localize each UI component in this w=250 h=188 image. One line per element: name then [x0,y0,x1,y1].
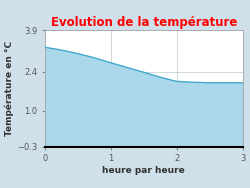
X-axis label: heure par heure: heure par heure [102,166,185,175]
Y-axis label: Température en °C: Température en °C [5,41,14,136]
Title: Evolution de la température: Evolution de la température [50,16,237,29]
